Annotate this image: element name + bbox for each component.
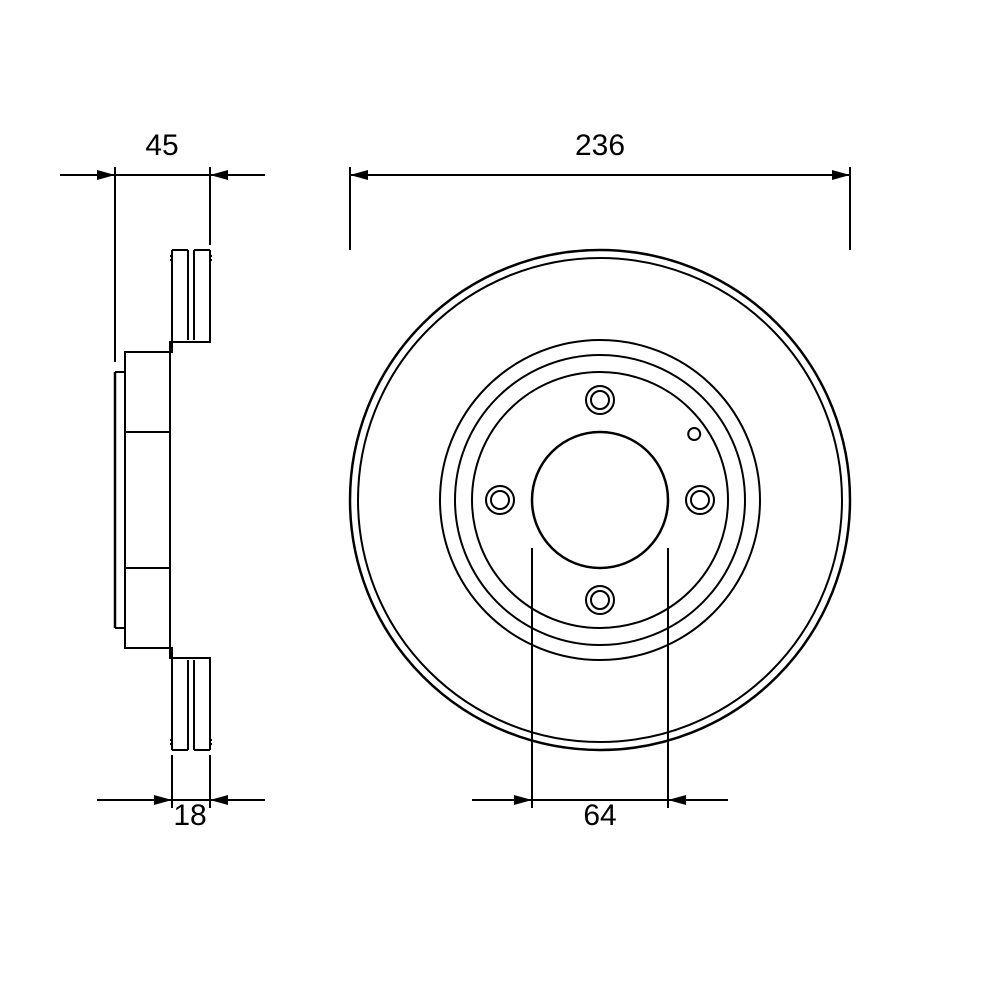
dim-bolt-circle: 64 <box>583 799 616 832</box>
dim-disc-thickness: 18 <box>173 799 206 832</box>
dim-outer-diameter: 236 <box>575 129 625 162</box>
technical-drawing: 236 64 45 18 <box>0 0 1000 1000</box>
dim-overall-width: 45 <box>145 129 178 162</box>
